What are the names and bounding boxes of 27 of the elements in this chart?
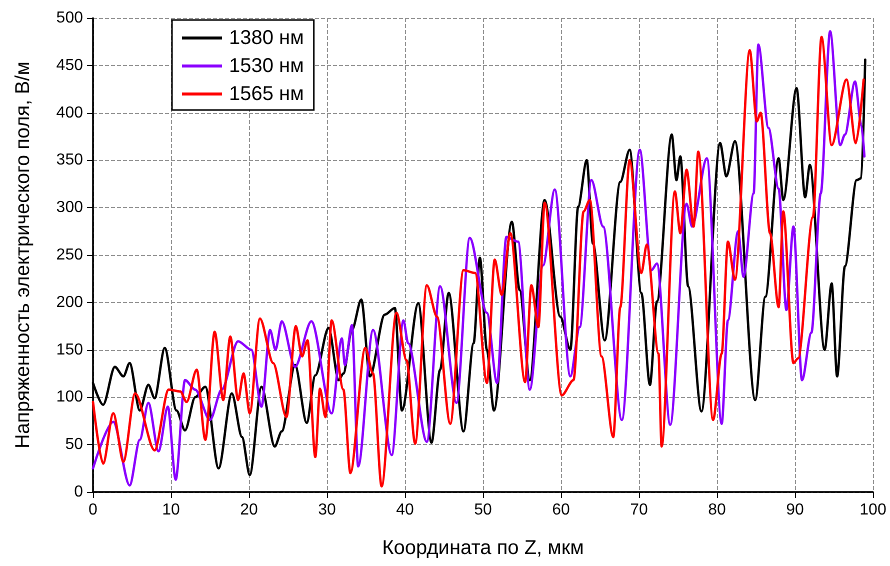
y-tick-label: 500: [56, 10, 84, 26]
x-tick-label: 100: [860, 502, 886, 518]
x-tick-label: 20: [240, 502, 258, 518]
legend-label: 1380 нм: [229, 27, 304, 49]
y-tick-label: 100: [56, 388, 84, 406]
x-tick-label: 0: [88, 502, 98, 518]
y-tick-label: 200: [56, 294, 84, 311]
legend-label: 1530 нм: [229, 55, 304, 77]
x-tick-label: 50: [474, 502, 492, 518]
y-tick-label: 150: [56, 341, 84, 358]
x-tick-label: 10: [162, 502, 180, 518]
x-tick-label: 70: [630, 502, 648, 518]
y-tick-label: 400: [56, 104, 84, 122]
y-tick-label: 0: [74, 484, 84, 500]
x-tick-label: 60: [552, 502, 570, 518]
x-axis-title: Координата по Z, мкм: [382, 537, 584, 559]
x-tick-label: 80: [708, 502, 726, 518]
y-axis-title: Напряженность электрического поля, В/м: [12, 62, 34, 448]
x-tick-label: 30: [318, 502, 336, 518]
y-tick-label: 300: [56, 199, 84, 216]
legend-label: 1565 нм: [229, 83, 304, 105]
x-tick-label: 40: [396, 502, 414, 518]
x-tick-label: 90: [786, 502, 804, 518]
y-tick-label: 350: [56, 152, 84, 169]
y-tick-label: 450: [56, 56, 84, 74]
y-tick-label: 250: [56, 246, 84, 264]
y-tick-label: 50: [65, 436, 84, 454]
